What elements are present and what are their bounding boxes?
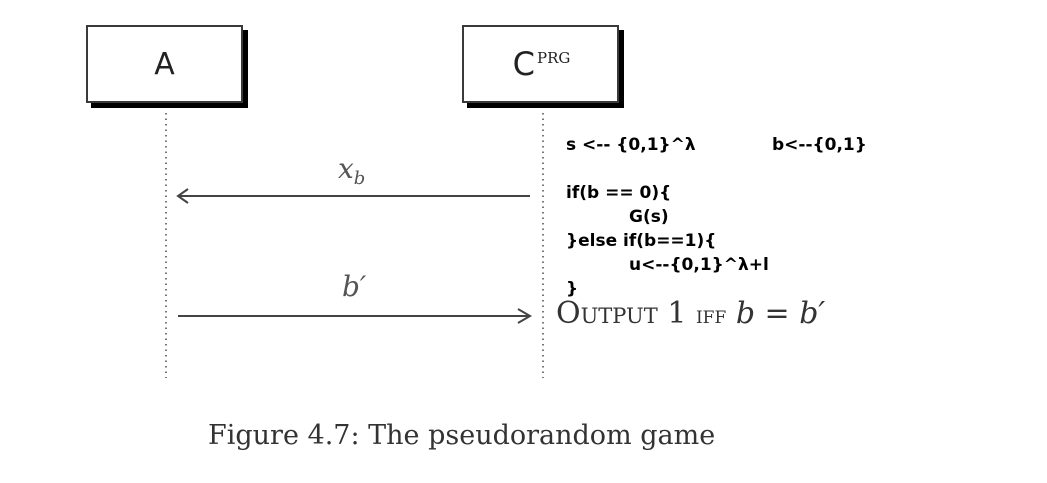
code-line-u: u<--{0,1}^λ+l <box>629 255 769 275</box>
output-value: 1 <box>667 296 687 331</box>
code-line-gs: G(s) <box>629 207 669 227</box>
message-bprime-label: b′ <box>342 270 367 303</box>
arrow-xb-head <box>176 188 189 204</box>
participant-a-label: A <box>154 46 175 82</box>
participant-c-superscript: PRG <box>536 49 571 67</box>
output-prefix: Output <box>556 296 658 331</box>
participant-a-box: A <box>86 25 243 103</box>
output-condition: b = b′ <box>735 296 826 331</box>
output-statement: Output 1 iff b = b′ <box>556 296 825 331</box>
participant-c-name: C <box>512 45 535 83</box>
arrow-bprime-head <box>517 308 532 324</box>
figure-caption: Figure 4.7: The pseudorandom game <box>208 420 716 451</box>
message-xb-label: xb <box>338 152 365 189</box>
code-line-else: }else if(b==1){ <box>566 231 717 251</box>
code-line-if: if(b == 0){ <box>566 183 672 203</box>
code-line-sample-b: b<--{0,1} <box>772 135 867 155</box>
message-xb-var: x <box>338 152 354 185</box>
participant-c-box: C PRG <box>462 25 619 103</box>
output-iff: iff <box>695 301 727 329</box>
code-line-close: } <box>566 279 579 299</box>
message-xb-subscript: b <box>353 168 366 189</box>
code-line-sample-s: s <-- {0,1}^λ <box>566 135 696 155</box>
participant-c-label: C PRG <box>512 45 571 83</box>
